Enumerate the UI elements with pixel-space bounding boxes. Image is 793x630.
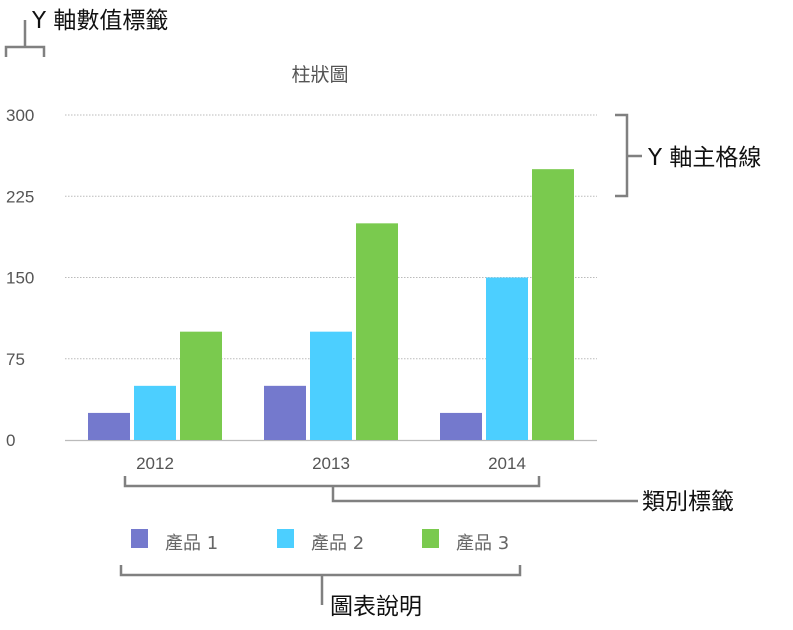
y-tick-label: 150: [6, 269, 34, 288]
legend-swatch: [131, 529, 148, 548]
bar-2014-series-2: [486, 277, 528, 440]
bracket: [123, 476, 638, 503]
annotation-y-gridlines: Y 軸主格線: [615, 113, 761, 198]
y-tick-label: 75: [6, 350, 25, 369]
bars: 2012 2013 2014: [88, 169, 574, 473]
bar-2013-series-1: [264, 385, 306, 440]
svg-text:Y 軸主格線: Y 軸主格線: [647, 145, 761, 171]
legend: 產品 1 產品 2 產品 3: [131, 529, 509, 554]
x-category-label: 2014: [488, 454, 526, 473]
annotation-legend: 圖表說明: [119, 565, 522, 620]
bracket: [4, 20, 46, 57]
bar-2012-series-2: [134, 385, 176, 440]
chart-title: 柱狀圖: [291, 64, 348, 86]
bracket: [615, 113, 642, 198]
y-tick-label: 0: [6, 431, 15, 450]
legend-label: 產品 1: [165, 533, 218, 554]
bar-2012-series-1: [88, 412, 130, 440]
legend-swatch: [422, 529, 439, 548]
y-tick-label: 225: [6, 187, 34, 206]
bar-2014-series-3: [532, 169, 574, 440]
legend-label: 產品 3: [456, 533, 509, 554]
bar-2012-series-3: [180, 331, 222, 440]
bar-2013-series-2: [310, 331, 352, 440]
annotation-category-labels: 類別標籤: [123, 476, 734, 515]
svg-text:圖表說明: 圖表說明: [330, 594, 422, 620]
svg-text:Y 軸數值標籤: Y 軸數值標籤: [31, 8, 168, 34]
bar-2014-series-1: [440, 412, 482, 440]
svg-text:類別標籤: 類別標籤: [642, 489, 734, 515]
annotation-y-value-labels: Y 軸數值標籤: [4, 8, 168, 57]
x-category-label: 2013: [312, 454, 350, 473]
x-category-label: 2012: [136, 454, 174, 473]
y-tick-label: 300: [6, 106, 34, 125]
legend-label: 產品 2: [311, 533, 364, 554]
legend-swatch: [277, 529, 294, 548]
gridlines: 0 75 150 225 300: [6, 106, 597, 450]
bar-2013-series-3: [356, 223, 398, 440]
bracket: [119, 565, 522, 605]
